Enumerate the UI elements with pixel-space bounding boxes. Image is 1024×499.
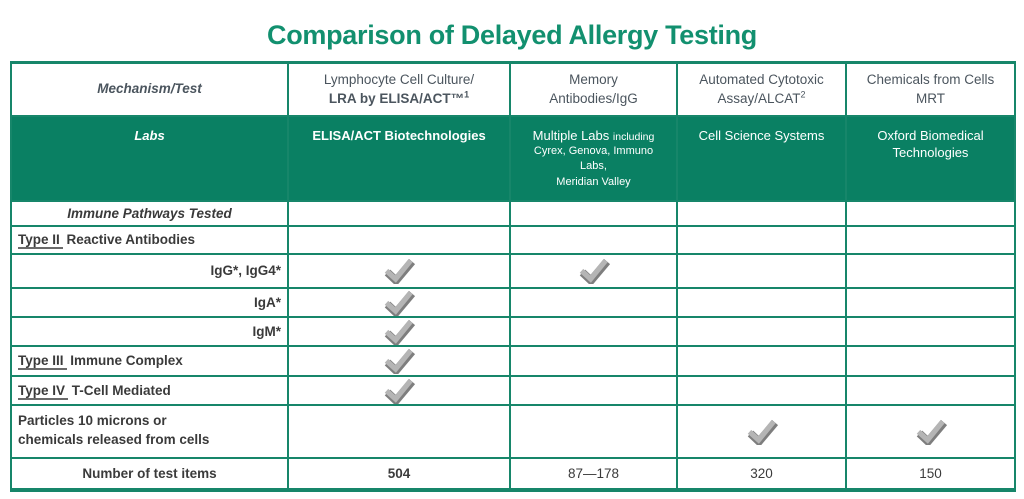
header-col-mrt: Chemicals from Cells MRT <box>845 61 1016 117</box>
row-igm: IgM* <box>10 315 1016 347</box>
labs-igg-line1: Multiple Labs including <box>532 127 655 143</box>
count-mrt: 150 <box>845 456 1016 492</box>
count-igg: 87—178 <box>509 456 678 492</box>
page-title: Comparison of Delayed Allergy Testing <box>267 20 757 50</box>
header-lra-line2: LRA by ELISA/ACT™1 <box>328 89 470 107</box>
cell-particles-alcat <box>676 403 847 459</box>
checkmark-icon <box>576 257 612 284</box>
cell-particles-lra <box>287 403 511 459</box>
counts-label: Number of test items <box>10 456 289 492</box>
labs-row-label: Labs <box>10 114 289 202</box>
cell-igg-alcat <box>676 252 847 289</box>
cell-type2-mrt <box>845 224 1016 255</box>
checkmark-icon <box>744 418 780 445</box>
cell-type4-lra <box>287 374 511 406</box>
header-col-alcat: Automated Cytotoxic Assay/ALCAT2 <box>676 61 847 117</box>
cell-particles-mrt <box>845 403 1016 459</box>
igm-label: IgM* <box>10 315 289 347</box>
cell-iga-lra <box>287 286 511 318</box>
labs-memory-igg: Multiple Labs including Cyrex, Genova, I… <box>509 114 678 202</box>
row-counts: Number of test items 504 87—178 320 150 <box>10 456 1016 492</box>
type2-label: Type II Reactive Antibodies <box>10 224 289 255</box>
count-lra: 504 <box>287 456 511 492</box>
labs-igg-line4: Meridian Valley <box>556 175 631 188</box>
header-mrt-line2: MRT <box>916 91 945 107</box>
immune-pathways-label: Immune Pathways Tested <box>10 199 289 227</box>
cell-particles-igg <box>509 403 678 459</box>
cell-immune-lra <box>287 199 511 227</box>
cell-igm-lra <box>287 315 511 347</box>
labs-igg-line2: Cyrex, Genova, Immuno <box>533 145 654 158</box>
cell-igg-lra <box>287 252 511 289</box>
checkmark-icon <box>381 377 417 404</box>
cell-immune-alcat <box>676 199 847 227</box>
cell-type4-alcat <box>676 374 847 406</box>
labs-mrt: Oxford Biomedical Technologies <box>845 114 1016 202</box>
labs-lra: ELISA/ACT Biotechnologies <box>287 114 511 202</box>
labs-alcat: Cell Science Systems <box>676 114 847 202</box>
checkmark-icon <box>381 347 417 374</box>
checkmark-icon <box>381 318 417 345</box>
header-mrt-line1: Chemicals from Cells <box>866 71 995 87</box>
count-alcat: 320 <box>676 456 847 492</box>
cell-type3-mrt <box>845 344 1016 377</box>
labs-igg-line3: Labs, <box>580 160 607 173</box>
type4-label: Type IV T-Cell Mediated <box>10 374 289 406</box>
header-lra-superscript: 1 <box>464 89 470 100</box>
header-alcat-line2: Assay/ALCAT2 <box>717 89 806 107</box>
cell-type3-lra <box>287 344 511 377</box>
header-mechanism-label: Mechanism/Test <box>97 81 202 97</box>
cell-igg-mrt <box>845 252 1016 289</box>
row-iga: IgA* <box>10 286 1016 318</box>
row-type3: Type III Immune Complex <box>10 344 1016 377</box>
row-particles: Particles 10 microns or chemicals releas… <box>10 403 1016 459</box>
header-igg-line2: Antibodies/IgG <box>549 91 638 107</box>
cell-type2-lra <box>287 224 511 255</box>
header-alcat-superscript: 2 <box>800 89 806 100</box>
cell-type4-mrt <box>845 374 1016 406</box>
labs-row: Labs ELISA/ACT Biotechnologies Multiple … <box>10 114 1016 202</box>
cell-immune-mrt <box>845 199 1016 227</box>
checkmark-icon <box>913 418 949 445</box>
row-immune-pathways: Immune Pathways Tested <box>10 199 1016 227</box>
comparison-table: Mechanism/Test Lymphocyte Cell Culture/ … <box>10 61 1016 492</box>
cell-type4-igg <box>509 374 678 406</box>
cell-iga-igg <box>509 286 678 318</box>
cell-type2-alcat <box>676 224 847 255</box>
header-col-lra: Lymphocyte Cell Culture/ LRA by ELISA/AC… <box>287 61 511 117</box>
cell-iga-mrt <box>845 286 1016 318</box>
header-mechanism-test: Mechanism/Test <box>10 61 289 117</box>
checkmark-icon <box>381 289 417 316</box>
header-row: Mechanism/Test Lymphocyte Cell Culture/ … <box>10 61 1016 117</box>
type3-label: Type III Immune Complex <box>10 344 289 377</box>
cell-immune-igg <box>509 199 678 227</box>
cell-type2-igg <box>509 224 678 255</box>
iga-label: IgA* <box>10 286 289 318</box>
checkmark-icon <box>381 257 417 284</box>
cell-igm-mrt <box>845 315 1016 347</box>
row-type4: Type IV T-Cell Mediated <box>10 374 1016 406</box>
cell-igm-igg <box>509 315 678 347</box>
cell-iga-alcat <box>676 286 847 318</box>
particles-label: Particles 10 microns or chemicals releas… <box>10 403 289 459</box>
row-type2: Type II Reactive Antibodies <box>10 224 1016 255</box>
header-alcat-line1: Automated Cytotoxic <box>699 71 824 87</box>
cell-igm-alcat <box>676 315 847 347</box>
igg-label: IgG*, IgG4* <box>10 252 289 289</box>
cell-type3-igg <box>509 344 678 377</box>
row-igg: IgG*, IgG4* <box>10 252 1016 289</box>
cell-type3-alcat <box>676 344 847 377</box>
header-lra-line1: Lymphocyte Cell Culture/ <box>323 71 475 87</box>
labs-igg-including: including <box>612 130 655 143</box>
header-igg-line1: Memory <box>569 71 618 87</box>
cell-igg-igg <box>509 252 678 289</box>
header-col-memory-igg: Memory Antibodies/IgG <box>509 61 678 117</box>
